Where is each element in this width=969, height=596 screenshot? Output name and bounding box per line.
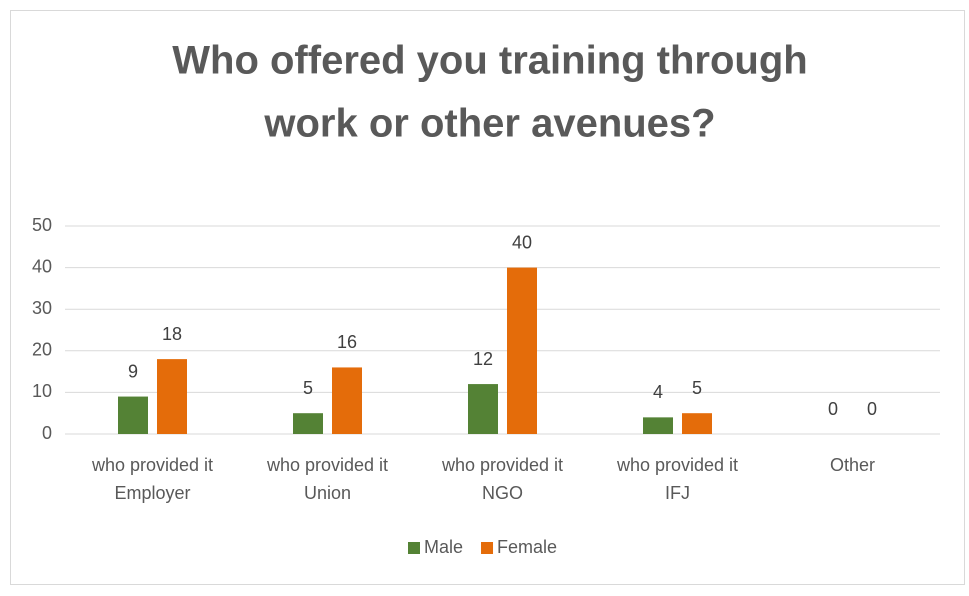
x-tick-label: Other [830,455,875,475]
legend-swatch [408,542,420,554]
chart-frame [10,10,965,585]
bar [118,396,148,434]
y-tick-label: 20 [32,340,52,360]
x-tick-label: IFJ [665,483,690,503]
value-label: 9 [128,361,138,381]
x-tick-label: who provided it [266,455,388,475]
legend-swatch [481,542,494,554]
y-tick-label: 50 [32,215,52,235]
value-label: 40 [512,232,532,252]
value-label: 5 [692,378,702,398]
x-tick-label: NGO [482,483,523,503]
bar [293,413,323,434]
bar [468,384,498,434]
bar [507,267,537,434]
x-tick-label: Employer [114,483,190,503]
value-label: 0 [828,399,838,419]
value-label: 0 [867,399,877,419]
value-label: 16 [337,332,357,352]
x-tick-label: who provided it [441,455,563,475]
value-label: 5 [303,378,313,398]
chart-title: Who offered you training through [172,39,807,83]
x-tick-label: who provided it [91,455,213,475]
x-tick-label: who provided it [616,455,738,475]
x-tick-label: Union [304,483,351,503]
y-tick-label: 0 [42,423,52,443]
legend-label: Male [424,537,463,557]
legend-label: Female [497,537,557,557]
bar [682,413,712,434]
y-tick-label: 10 [32,381,52,401]
y-tick-label: 30 [32,298,52,318]
value-label: 4 [653,382,663,402]
chart-title: work or other avenues? [263,102,715,146]
value-label: 18 [162,324,182,344]
bar [332,367,362,434]
y-tick-label: 40 [32,256,52,276]
value-label: 12 [473,349,493,369]
bar [643,417,673,434]
bar [157,359,187,434]
